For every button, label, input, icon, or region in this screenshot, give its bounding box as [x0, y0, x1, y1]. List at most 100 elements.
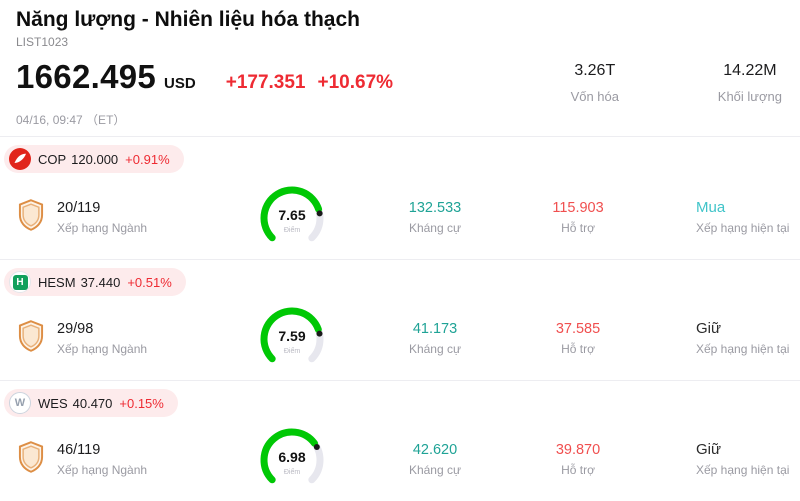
ticker-and-price: WES 40.470 [38, 396, 112, 411]
ticker-change: +0.91% [125, 151, 170, 167]
support-label: Hỗ trợ [561, 341, 595, 356]
ticker-symbol: WES [38, 395, 68, 411]
industry-rank-value: 46/119 [57, 441, 101, 458]
rank-shield-icon [16, 440, 46, 478]
ticker-change: +0.51% [127, 274, 172, 290]
score-gauge-arc [260, 307, 324, 363]
volume-stat: 14.22M Khối lượng [718, 62, 782, 104]
industry-rank-value: 29/98 [57, 320, 94, 337]
stock-section-hesm: H HESM 37.440 +0.51% 29/98 Xếp hạng Ngàn… [0, 259, 800, 380]
score-label: Điểm [283, 348, 301, 355]
stock-row-wes: 46/119 Xếp hạng Ngành 6.98 Điểm 42.620 K… [0, 417, 800, 501]
score-gauge: 6.98 Điểm [242, 422, 342, 496]
resistance-label: Kháng cự [408, 220, 462, 235]
rank-block: 20/119 Xếp hạng Ngành [16, 198, 228, 236]
rating-block: Giữ Xếp hạng hiện tại [642, 441, 800, 477]
industry-rank-value: 20/119 [57, 199, 101, 216]
gauge-block: 7.59 Điểm [228, 301, 356, 375]
stock-section-cop: COP 120.000 +0.91% 20/119 Xếp hạng Ngành… [0, 136, 800, 259]
support-label: Hỗ trợ [561, 462, 595, 477]
list-code: LIST1023 [16, 35, 69, 49]
cop-logo-icon [9, 148, 31, 170]
rank-text: 29/98 Xếp hạng Ngành [57, 321, 147, 356]
score-gauge: 7.65 Điểm [242, 180, 342, 254]
current-rating-label: Xếp hạng hiện tại [696, 342, 790, 356]
resistance-value: 42.620 [412, 441, 458, 458]
quote-datetime: 04/16, 09:47 （ET） [16, 113, 126, 127]
support-block: 115.903 Hỗ trợ [514, 200, 642, 235]
rank-text: 46/119 Xếp hạng Ngành [57, 442, 147, 477]
index-price: 1662.495 [16, 58, 157, 95]
gauge-block: 6.98 Điểm [228, 422, 356, 496]
resistance-block: 41.173 Kháng cự [356, 321, 514, 356]
rating-block: Giữ Xếp hạng hiện tại [642, 320, 800, 356]
score-value: 7.59 [278, 328, 306, 344]
support-block: 37.585 Hỗ trợ [514, 321, 642, 356]
resistance-block: 42.620 Kháng cự [356, 442, 514, 477]
rating-block: Mua Xếp hạng hiện tại [642, 199, 800, 235]
ticker-price: 120.000 [71, 151, 119, 167]
ticker-symbol: COP [38, 151, 67, 167]
rank-shield-icon [16, 319, 46, 357]
ticker-and-price: COP 120.000 [38, 152, 118, 167]
ticker-pill-wes[interactable]: W WES 40.470 +0.15% [4, 389, 178, 417]
support-value: 115.903 [552, 199, 604, 216]
header: Năng lượng - Nhiên liệu hóa thạch LIST10… [0, 0, 800, 136]
header-stats: 3.26T Vốn hóa 14.22M Khối lượng [564, 58, 784, 104]
change-percent: +10.67% [317, 72, 394, 93]
current-rating-label: Xếp hạng hiện tại [696, 221, 790, 235]
ticker-price: 40.470 [72, 395, 113, 411]
stock-row-cop: 20/119 Xếp hạng Ngành 7.65 Điểm 132.533 … [0, 175, 800, 259]
market-cap-stat: 3.26T Vốn hóa [564, 62, 626, 104]
index-change: +177.351 +10.67% [226, 72, 393, 94]
hesm-logo-letter: H [12, 274, 28, 290]
current-rating-value: Giữ [696, 320, 722, 337]
score-value: 7.65 [278, 207, 306, 223]
resistance-value: 132.533 [408, 199, 462, 216]
resistance-block: 132.533 Kháng cự [356, 200, 514, 235]
stock-row-hesm: 29/98 Xếp hạng Ngành 7.59 Điểm 41.173 Kh… [0, 296, 800, 380]
rank-block: 46/119 Xếp hạng Ngành [16, 440, 228, 478]
rank-text: 20/119 Xếp hạng Ngành [57, 200, 147, 235]
change-absolute: +177.351 [225, 72, 306, 93]
market-cap-value: 3.26T [574, 62, 616, 79]
score-value: 6.98 [278, 449, 306, 465]
energy-fossil-fuel-watchlist-page: { "header": { "title": "Năng lượng - Nhi… [0, 0, 800, 484]
industry-rank-label: Xếp hạng Ngành [57, 220, 148, 235]
ticker-price: 37.440 [80, 274, 121, 290]
hesm-logo-icon: H [9, 271, 31, 293]
rank-block: 29/98 Xếp hạng Ngành [16, 319, 228, 357]
price-row: 1662.495 USD +177.351 +10.67% 3.26T Vốn … [16, 58, 784, 104]
page-title: Năng lượng - Nhiên liệu hóa thạch [16, 8, 360, 31]
current-rating-value: Mua [696, 199, 726, 216]
industry-rank-label: Xếp hạng Ngành [57, 462, 148, 477]
volume-value: 14.22M [723, 62, 777, 79]
resistance-value: 41.173 [412, 320, 458, 337]
wes-logo-icon: W [9, 392, 31, 414]
resistance-label: Kháng cự [408, 462, 462, 477]
market-cap-label: Vốn hóa [570, 89, 619, 104]
current-rating-value: Giữ [696, 441, 722, 458]
ticker-pill-cop[interactable]: COP 120.000 +0.91% [4, 145, 184, 173]
ticker-symbol: HESM [38, 274, 76, 290]
ticker-and-price: HESM 37.440 [38, 275, 120, 290]
score-label: Điểm [283, 227, 301, 234]
volume-label: Khối lượng [717, 89, 782, 104]
gauge-block: 7.65 Điểm [228, 180, 356, 254]
score-label: Điểm [283, 469, 301, 476]
current-rating-label: Xếp hạng hiện tại [696, 463, 790, 477]
support-value: 39.870 [555, 441, 601, 458]
stock-section-wes: W WES 40.470 +0.15% 46/119 Xếp hạng Ngàn… [0, 380, 800, 501]
industry-rank-label: Xếp hạng Ngành [57, 341, 148, 356]
score-gauge-arc [260, 186, 324, 242]
support-value: 37.585 [555, 320, 601, 337]
currency-label: USD [164, 75, 196, 92]
score-gauge: 7.59 Điểm [242, 301, 342, 375]
ticker-pill-hesm[interactable]: H HESM 37.440 +0.51% [4, 268, 186, 296]
support-block: 39.870 Hỗ trợ [514, 442, 642, 477]
support-label: Hỗ trợ [561, 220, 595, 235]
score-gauge-arc [260, 428, 324, 484]
resistance-label: Kháng cự [408, 341, 462, 356]
rank-shield-icon [16, 198, 46, 236]
ticker-change: +0.15% [119, 395, 164, 411]
